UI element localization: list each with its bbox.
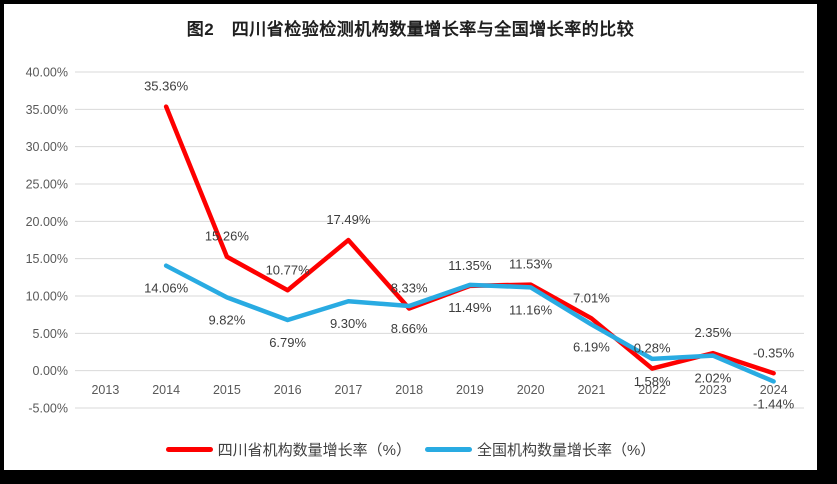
data-label: 7.01% xyxy=(573,290,610,305)
y-axis-tick-label: 30.00% xyxy=(26,140,68,154)
data-label: 11.35% xyxy=(448,258,492,273)
y-axis-tick-label: 20.00% xyxy=(26,215,68,229)
y-axis-tick-label: 35.00% xyxy=(26,103,68,117)
legend-item-national: 全国机构数量增长率（%） xyxy=(425,439,655,460)
data-label: 15.26% xyxy=(205,229,250,244)
data-label: 8.33% xyxy=(391,280,428,295)
data-label: 9.30% xyxy=(330,316,367,331)
y-axis-tick-label: -5.00% xyxy=(28,402,68,416)
x-axis-tick-label: 2022 xyxy=(638,383,666,397)
series-line-national xyxy=(163,263,776,384)
x-axis-tick-label: 2019 xyxy=(456,383,484,397)
data-label: 1.58% xyxy=(634,374,671,389)
data-label: 9.82% xyxy=(208,312,245,327)
x-axis-tick-label: 2020 xyxy=(517,383,545,397)
x-axis-tick-label: 2017 xyxy=(334,383,362,397)
y-axis-tick-label: 0.00% xyxy=(33,364,68,378)
x-axis-tick-label: 2016 xyxy=(274,383,302,397)
data-label: 6.79% xyxy=(269,335,306,350)
legend-label-sichuan: 四川省机构数量增长率（%） xyxy=(217,442,411,459)
chart-title: 图2 四川省检验检测机构数量增长率与全国增长率的比较 xyxy=(186,20,635,39)
x-axis-tick-label: 2013 xyxy=(91,383,119,397)
x-axis-tick-label: 2024 xyxy=(760,383,788,397)
x-axis-tick-label: 2015 xyxy=(213,383,241,397)
x-axis-tick-label: 2014 xyxy=(152,383,180,397)
data-label: 6.19% xyxy=(573,339,610,354)
x-axis-tick-label: 2018 xyxy=(395,383,423,397)
data-label: -0.35% xyxy=(753,345,795,360)
data-label: 11.49% xyxy=(448,300,492,315)
data-label: 2.02% xyxy=(694,371,731,386)
x-axis-tick-label: 2021 xyxy=(577,383,605,397)
data-label: 0.28% xyxy=(634,341,671,356)
data-label: -1.44% xyxy=(753,396,795,411)
y-axis-tick-label: 25.00% xyxy=(26,178,68,192)
blue-line-swatch-icon xyxy=(425,447,472,452)
y-axis-tick-label: 5.00% xyxy=(33,327,68,341)
y-axis-tick-label: 15.00% xyxy=(26,252,68,266)
data-label: 2.35% xyxy=(694,325,731,340)
x-axis-tick-label: 2023 xyxy=(699,383,727,397)
chart-legend: 四川省机构数量增长率（%） 全国机构数量增长率（%） xyxy=(4,439,817,460)
data-label: 17.49% xyxy=(326,212,371,227)
legend-item-sichuan: 四川省机构数量增长率（%） xyxy=(165,439,411,460)
legend-label-national: 全国机构数量增长率（%） xyxy=(477,442,656,459)
y-axis-tick-label: 10.00% xyxy=(26,290,68,304)
data-label: 14.06% xyxy=(144,281,189,296)
y-axis-tick-label: 40.00% xyxy=(26,66,68,80)
data-label: 10.77% xyxy=(266,262,311,277)
data-label: 11.16% xyxy=(509,302,553,317)
chart-area: 图2 四川省检验检测机构数量增长率与全国增长率的比较 40.00% 35.00% 3… xyxy=(4,4,817,470)
data-label: 11.53% xyxy=(509,257,553,272)
data-label: 8.66% xyxy=(391,321,428,336)
line-chart-plot: 40.00% 35.00% 30.00% 25.00% 20.00% 15.00% 10.0… xyxy=(26,66,804,416)
red-line-swatch-icon xyxy=(165,447,213,452)
data-label: 35.36% xyxy=(144,79,189,94)
